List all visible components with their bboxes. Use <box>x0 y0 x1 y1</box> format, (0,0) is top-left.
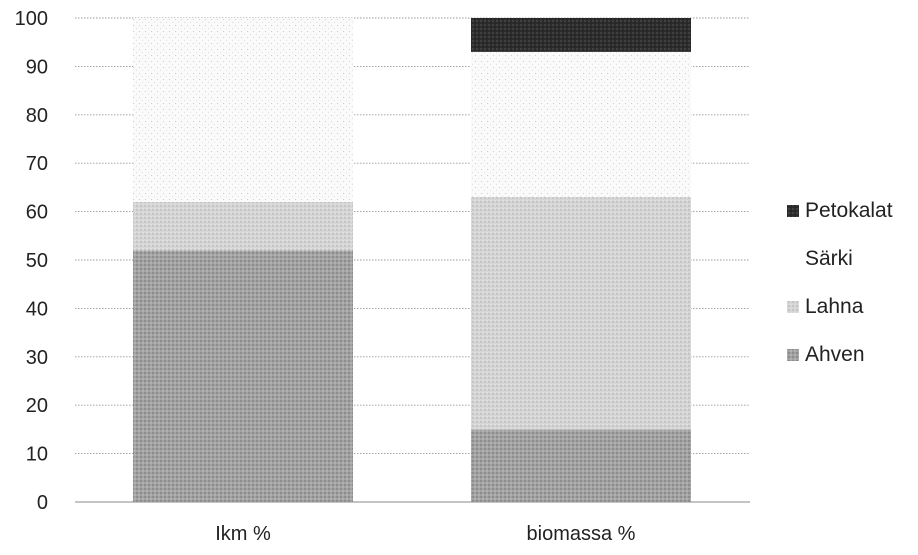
bar-biomassa-lahna <box>471 197 691 430</box>
x-category-label-biomassa: biomassa % <box>527 523 636 545</box>
legend-label-petokalat: Petokalat <box>805 199 893 222</box>
y-tick-label-50: 50 <box>26 250 48 272</box>
x-category-label-ikm: Ikm % <box>215 523 271 545</box>
y-tick-label-0: 0 <box>37 492 48 514</box>
y-tick-label-40: 40 <box>26 298 48 320</box>
y-tick-label-70: 70 <box>26 153 48 175</box>
bar-biomassa-ahven <box>471 429 691 502</box>
y-tick-label-90: 90 <box>26 56 48 78</box>
bar-biomassa-petokalat <box>471 18 691 52</box>
legend-label-ahven: Ahven <box>805 343 865 366</box>
bar-ikm-sarki <box>133 18 353 202</box>
legend-swatch-ahven <box>787 349 799 361</box>
legend-label-sarki: Särki <box>805 247 853 270</box>
legend-swatch-petokalat <box>787 205 799 217</box>
y-tick-label-20: 20 <box>26 395 48 417</box>
legend: Petokalat Särki Lahna Ahven <box>787 199 893 366</box>
bar-ikm-ahven <box>133 250 353 502</box>
bar-ikm-lahna <box>133 201 353 251</box>
bars <box>133 18 691 502</box>
legend-swatch-lahna <box>787 301 799 313</box>
y-tick-label-60: 60 <box>26 202 48 224</box>
x-axis: Ikm % biomassa % <box>215 523 635 545</box>
y-tick-label-10: 10 <box>26 444 48 466</box>
legend-label-lahna: Lahna <box>805 295 864 318</box>
y-tick-label-100: 100 <box>15 8 48 30</box>
bar-biomassa-sarki <box>471 51 691 198</box>
y-tick-label-80: 80 <box>26 105 48 127</box>
y-tick-label-30: 30 <box>26 347 48 369</box>
y-axis: 0 10 20 30 40 50 60 70 80 90 100 <box>15 8 48 514</box>
